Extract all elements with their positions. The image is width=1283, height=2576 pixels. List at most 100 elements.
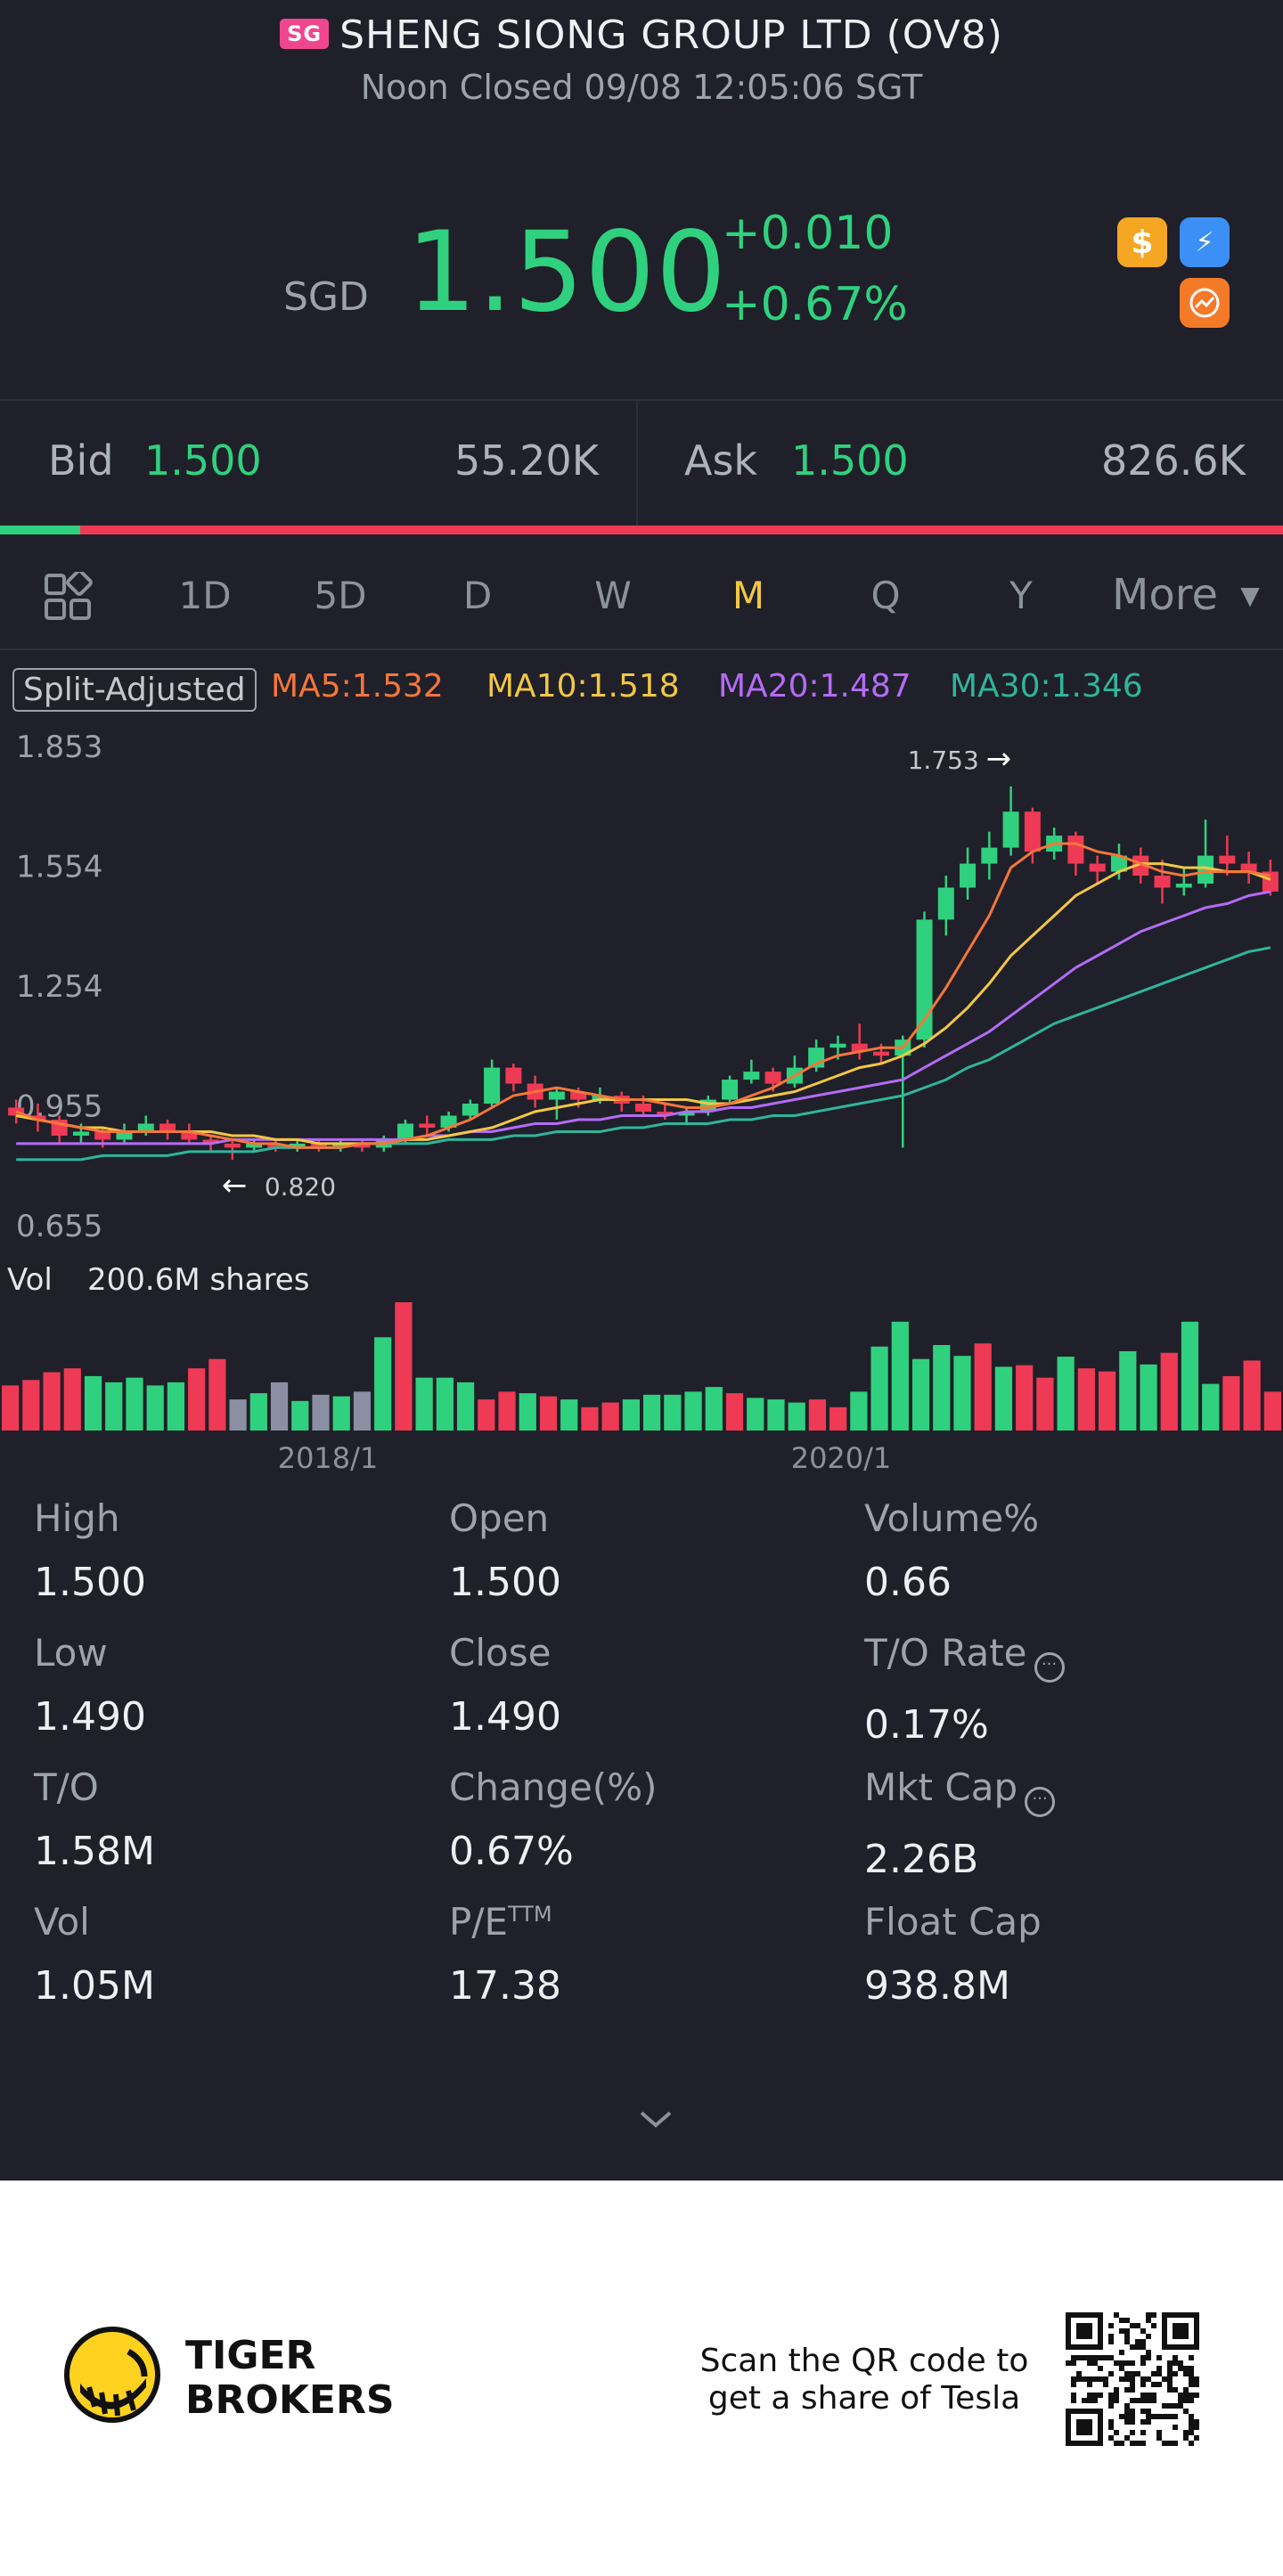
market-badge: SG (280, 19, 330, 49)
ask-ratio-bar (80, 526, 1283, 534)
market-status: Noon Closed 09/08 12:05:06 SGT (360, 68, 923, 107)
candle-body (960, 863, 977, 888)
candle-body (1132, 855, 1149, 876)
y-tick-label: 1.254 (16, 969, 102, 1005)
stat-close: Close 1.490 (449, 1631, 561, 1740)
more-info-icon[interactable]: ··· (1034, 1652, 1065, 1683)
volume-bar (63, 1368, 81, 1431)
tab-w[interactable]: W (594, 574, 632, 617)
stat-mkt-cap: Mkt Cap ··· 2.26B (864, 1765, 1056, 1882)
volume-bar (22, 1380, 40, 1431)
more-periods-button[interactable]: More ▼ (1112, 570, 1260, 620)
bid-label: Bid (48, 436, 114, 485)
volume-label: Vol (7, 1262, 53, 1298)
candle-body (1067, 836, 1084, 864)
volume-bar (767, 1399, 785, 1431)
stat-label: Float Cap (864, 1900, 1042, 1944)
brand-line-2: BROKERS (185, 2377, 395, 2423)
x-tick-label: 2020/1 (791, 1441, 892, 1475)
volume-bar (456, 1382, 475, 1431)
tab-5d[interactable]: 5D (314, 574, 367, 617)
volume-bar (1243, 1360, 1261, 1431)
trend-icon[interactable] (1180, 278, 1230, 328)
candle-body (354, 1143, 371, 1148)
stat-label-text: Vol (34, 1900, 90, 1944)
period-tabs: 1D 5D D W M Q Y More ▼ (0, 552, 1283, 641)
volume-bar (911, 1358, 930, 1431)
tab-m[interactable]: M (731, 574, 765, 617)
stat-high: High 1.500 (34, 1496, 146, 1605)
candle-body (722, 1080, 739, 1100)
tab-y[interactable]: Y (1009, 574, 1033, 617)
dollar-icon[interactable]: $ (1117, 217, 1167, 267)
volume-bar (705, 1387, 723, 1431)
candle-body (851, 1043, 868, 1052)
qr-caption-line-1: Scan the QR code to (699, 2343, 1029, 2379)
brand-line-1: TIGER (185, 2333, 316, 2378)
ma20-label: MA20:1.487 (718, 668, 911, 705)
candle-body (592, 1096, 609, 1100)
candle-body (1262, 871, 1279, 893)
volume-bar (146, 1385, 164, 1431)
candles (8, 786, 1279, 1160)
stat-value: 0.17% (864, 1702, 989, 1748)
candle-body (657, 1112, 674, 1116)
ma10-label: MA10:1.518 (486, 668, 680, 705)
candle-body (181, 1131, 198, 1140)
volume-bar (622, 1399, 640, 1431)
volume-bar (1119, 1350, 1137, 1431)
volume-bar (747, 1398, 764, 1431)
stat-low: Low 1.490 (34, 1631, 146, 1740)
volume-bar (332, 1396, 350, 1431)
more-info-icon[interactable]: ··· (1025, 1787, 1056, 1817)
extreme-markers: 1.753 → ← 0.820 (222, 741, 1011, 1203)
flash-icon[interactable]: ⚡ (1180, 217, 1230, 267)
moving-averages (15, 842, 1271, 1162)
volume-bar (870, 1346, 888, 1431)
volume-bar (436, 1377, 454, 1431)
volume-bar (291, 1400, 309, 1431)
layout-grid-icon[interactable] (43, 572, 93, 622)
qr-code-icon[interactable] (1066, 2312, 1199, 2446)
volume-bar (519, 1393, 536, 1431)
candle-body (159, 1123, 176, 1132)
stat-label-text: T/O Rate (864, 1631, 1027, 1675)
candle-body (310, 1143, 327, 1148)
stat-label: Open (449, 1496, 561, 1540)
volume-bar (891, 1321, 909, 1431)
candle-body (202, 1139, 219, 1144)
stat-t-o: T/O 1.58M (34, 1765, 155, 1874)
tab-q[interactable]: Q (870, 574, 901, 617)
volume-bar (167, 1382, 185, 1431)
bid-ask-separator (636, 401, 638, 526)
candle-body (1219, 855, 1236, 864)
candle-body (1002, 811, 1019, 848)
candle-body (872, 1051, 889, 1056)
volume-bar (126, 1377, 143, 1431)
volume-bar (725, 1393, 744, 1431)
chevron-down-icon[interactable] (638, 2109, 674, 2131)
stat-label-text: T/O (34, 1765, 99, 1809)
ask-price: 1.500 (791, 436, 909, 485)
volume-bar (498, 1391, 516, 1431)
candle-body (916, 919, 933, 1040)
tab-1d[interactable]: 1D (178, 574, 232, 617)
candle-body (743, 1072, 760, 1080)
price-change-percent: +0.67% (722, 278, 908, 331)
candle-body (246, 1143, 263, 1148)
tab-d[interactable]: D (462, 574, 493, 617)
candle-body (548, 1091, 565, 1100)
last-price: 1.500 (406, 208, 727, 337)
volume-bar (270, 1382, 289, 1431)
candle-body (678, 1112, 695, 1116)
volume-bar (601, 1402, 619, 1431)
volume-bar (374, 1337, 392, 1431)
volume-bar (1098, 1371, 1116, 1431)
quote-screen: SG SHENG SIONG GROUP LTD (OV8) Noon Close… (0, 0, 1283, 2181)
split-adjusted-toggle[interactable]: Split-Adjusted (12, 668, 257, 712)
volume-bar (664, 1394, 682, 1431)
price-change: +0.010 (722, 207, 894, 260)
bid-price: 1.500 (144, 436, 262, 485)
candle-body (419, 1123, 436, 1128)
